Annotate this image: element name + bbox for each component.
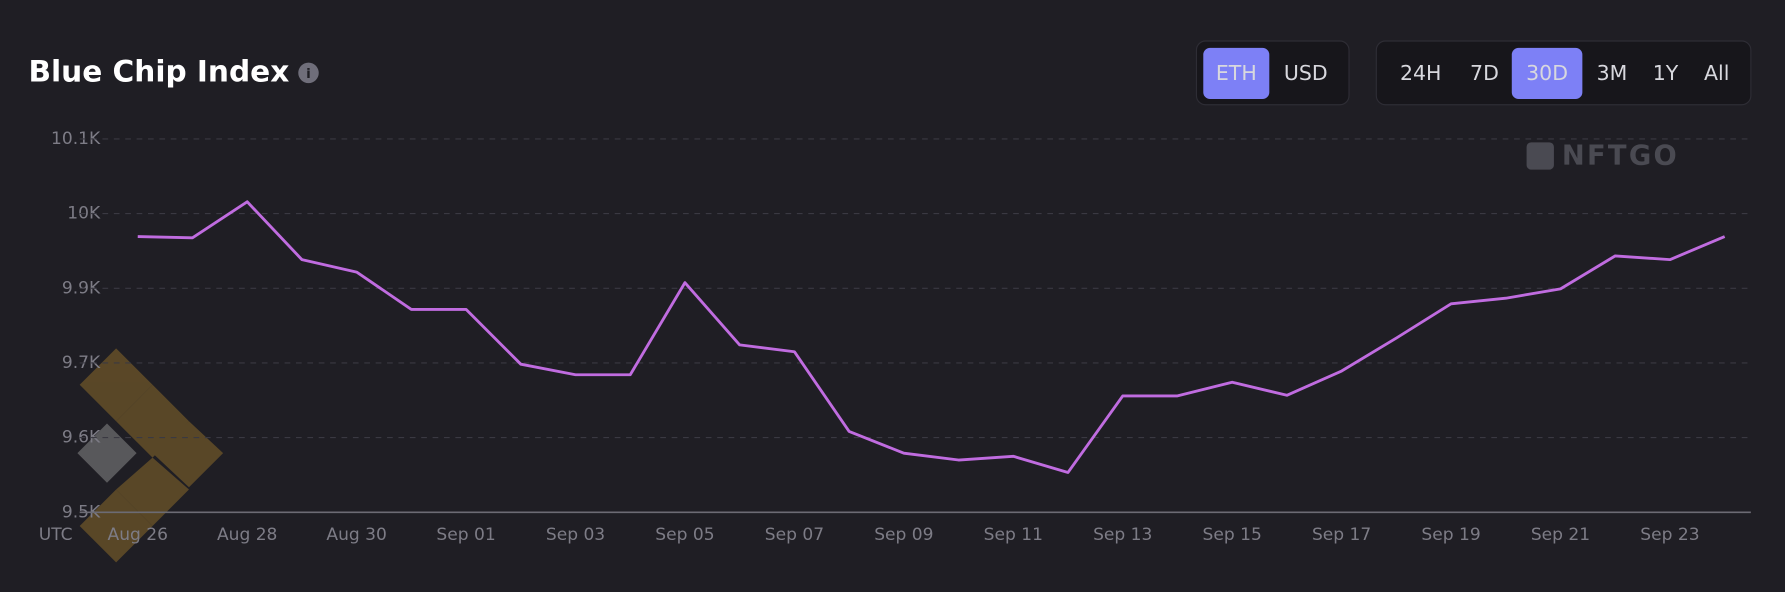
chart-title: Blue Chip Index: [28, 54, 289, 88]
x-tick-label: Sep 05: [655, 525, 714, 545]
y-tick-label: 10.1K: [51, 129, 101, 149]
range-button[interactable]: All: [1704, 61, 1729, 85]
x-tick-label: Sep 11: [984, 525, 1043, 545]
x-tick-label: Sep 07: [765, 525, 824, 545]
x-tick-label: Sep 21: [1531, 525, 1590, 545]
range-active: [1511, 47, 1583, 100]
x-tick-label: Sep 15: [1203, 525, 1262, 545]
x-tick-label: Sep 17: [1312, 525, 1371, 545]
x-tick-label: Aug 30: [326, 525, 386, 545]
x-tick-label: Sep 13: [1093, 525, 1152, 545]
watermark-logo: [1526, 142, 1554, 170]
x-tick-label: Sep 19: [1421, 525, 1480, 545]
range-button[interactable]: 7D: [1470, 61, 1499, 85]
unit-button[interactable]: USD: [1284, 61, 1328, 85]
x-tick-label: Sep 03: [546, 525, 605, 545]
x-tick-label: Aug 28: [217, 525, 277, 545]
x-tick-label: Sep 09: [874, 525, 933, 545]
info-icon-glyph: i: [306, 66, 311, 82]
series-line: [137, 200, 1726, 474]
range-button[interactable]: 1Y: [1653, 61, 1679, 85]
unit-button[interactable]: ETH: [1216, 61, 1257, 85]
unit-active: [1203, 47, 1270, 100]
info-icon[interactable]: [298, 62, 319, 84]
range-button[interactable]: 24H: [1400, 61, 1441, 85]
x-tick-label: Sep 01: [436, 525, 495, 545]
x-axis-label: UTC: [39, 525, 73, 545]
watermark: NFTGO: [1562, 141, 1679, 172]
x-tick-label: Aug 26: [108, 525, 168, 545]
x-tick-label: Sep 23: [1640, 525, 1699, 545]
range-button[interactable]: 30D: [1526, 61, 1568, 85]
range-button[interactable]: 3M: [1597, 61, 1628, 85]
